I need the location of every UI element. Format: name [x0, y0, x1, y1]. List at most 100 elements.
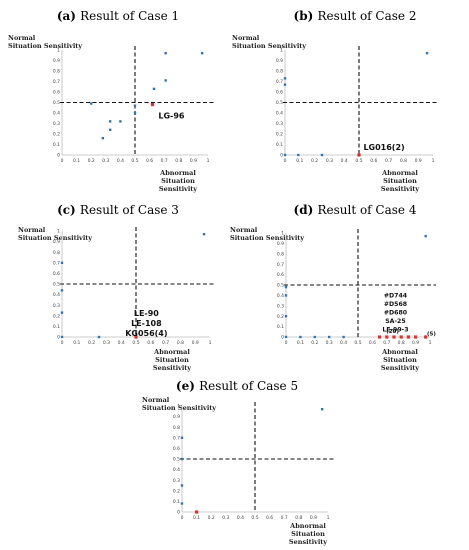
- annotation-label: (20): [386, 329, 399, 335]
- panel-letter: (a): [57, 9, 80, 23]
- x-tick-label: 0.7: [162, 340, 169, 346]
- y-tick-label: 0.3: [53, 121, 60, 127]
- y-tick-label: 0.4: [53, 111, 60, 117]
- data-point: [60, 261, 64, 264]
- panel-letter: (c): [57, 203, 80, 217]
- data-point: [180, 436, 184, 439]
- x-tick-label: 0.7: [385, 158, 392, 164]
- data-point: [180, 484, 184, 487]
- y-tick-label: 0.4: [277, 293, 284, 299]
- x-tick-label: 0.3: [102, 158, 109, 164]
- y-tick-label: 0.1: [276, 142, 283, 148]
- y-tick-label: 0.1: [53, 142, 60, 148]
- data-point: [200, 51, 204, 55]
- x-axis-label: Abnormal Situation Sensitivity: [381, 169, 419, 193]
- x-tick-label: 0.9: [190, 158, 197, 164]
- x-tick-label: 0.3: [326, 158, 333, 164]
- x-tick-label: 1: [207, 158, 210, 164]
- panel-title: Result of Case 1: [80, 9, 179, 23]
- panel-title: Result of Case 5: [199, 379, 298, 393]
- x-tick-label: 1: [432, 158, 435, 164]
- y-tick-label: 1: [57, 48, 60, 54]
- x-tick-label: 0.5: [355, 158, 362, 164]
- y-tick-label: 0: [57, 335, 60, 341]
- x-tick-label: 1: [327, 515, 330, 521]
- panel-letter: (d): [294, 203, 318, 217]
- data-point: [101, 137, 105, 140]
- data-point: [108, 120, 112, 123]
- y-tick-label: 0.5: [277, 283, 284, 289]
- y-tick-label: 0.8: [53, 250, 60, 256]
- y-tick-label: 1: [280, 48, 283, 54]
- data-point: [283, 83, 287, 86]
- y-tick-label: 0.4: [276, 111, 283, 117]
- y-tick-label: 0.6: [277, 272, 284, 278]
- data-point: [299, 335, 302, 339]
- x-tick-label: 0: [284, 158, 287, 164]
- x-tick-label: 0.6: [147, 340, 154, 346]
- x-tick-label: 0.8: [175, 158, 182, 164]
- x-tick-label: 0.9: [412, 340, 419, 346]
- y-tick-label: 0.4: [53, 292, 60, 298]
- x-tick-label: 0.6: [266, 515, 273, 521]
- x-tick-label: 0.8: [400, 158, 407, 164]
- data-point: [60, 335, 64, 339]
- data-point: [133, 111, 137, 115]
- y-tick-label: 0.3: [53, 303, 60, 309]
- data-point: [108, 128, 112, 131]
- x-axis-label: Abnormal Situation Sensitivity: [289, 522, 327, 546]
- y-tick-label: 0.6: [276, 90, 283, 96]
- x-tick-label: 0.7: [383, 340, 390, 346]
- x-tick-label: 0.8: [295, 515, 302, 521]
- data-point: [283, 77, 287, 80]
- data-point: [180, 502, 184, 505]
- chart-title: (b) Result of Case 2: [294, 9, 417, 23]
- highlight-point: [357, 153, 361, 157]
- y-tick-label: 0.6: [173, 446, 180, 452]
- annotation-label: LG-96: [158, 111, 185, 120]
- x-tick-label: 1: [209, 340, 212, 346]
- y-tick-label: 0.5: [276, 100, 283, 106]
- y-axis-label: Normal Situation Sensitivity: [142, 396, 216, 412]
- x-axis-label: Abnormal Situation Sensitivity: [153, 348, 191, 372]
- data-point: [60, 289, 64, 292]
- x-tick-label: 0.1: [193, 515, 200, 521]
- panel-title: Result of Case 4: [317, 203, 416, 217]
- x-tick-label: 0.9: [310, 515, 317, 521]
- x-tick-label: 0.3: [326, 340, 333, 346]
- x-tick-label: 0.1: [73, 340, 80, 346]
- x-tick-label: 0.2: [88, 158, 95, 164]
- y-tick-label: 0: [280, 153, 283, 159]
- x-tick-label: 0.6: [146, 158, 153, 164]
- y-tick-label: 0.9: [53, 58, 60, 64]
- x-tick-label: 0: [285, 340, 288, 346]
- y-axis-label: Normal Situation Sensitivity: [230, 226, 304, 242]
- x-tick-label: 0.2: [311, 158, 318, 164]
- x-tick-label: 0.4: [340, 340, 347, 346]
- highlight-point: [399, 335, 403, 339]
- data-point: [313, 335, 316, 339]
- data-point: [133, 104, 137, 107]
- y-tick-label: 0.3: [173, 478, 180, 484]
- data-point: [202, 232, 206, 236]
- y-axis-label: Normal Situation Sensitivity: [232, 34, 306, 50]
- x-tick-label: 0.4: [237, 515, 244, 521]
- y-tick-label: 0.3: [276, 121, 283, 127]
- highlight-point: [134, 335, 138, 339]
- y-axis-label: Normal Situation Sensitivity: [18, 226, 92, 242]
- data-point: [320, 407, 324, 411]
- data-point: [424, 234, 427, 238]
- y-tick-label: 0.7: [173, 435, 180, 441]
- y-tick-label: 0.9: [53, 239, 60, 245]
- data-point: [425, 51, 429, 55]
- chart-panel-5: (e) Result of Case 5 Normal Situation Sens…: [142, 379, 334, 546]
- y-tick-label: 0.2: [173, 488, 180, 494]
- y-tick-label: 0.6: [53, 90, 60, 96]
- y-tick-label: 0.1: [277, 324, 284, 330]
- x-tick-label: 0.5: [132, 340, 139, 346]
- chart-title: (c) Result of Case 3: [57, 203, 179, 217]
- y-tick-label: 0.4: [173, 467, 180, 473]
- y-tick-label: 0.7: [53, 260, 60, 266]
- data-point: [164, 51, 167, 55]
